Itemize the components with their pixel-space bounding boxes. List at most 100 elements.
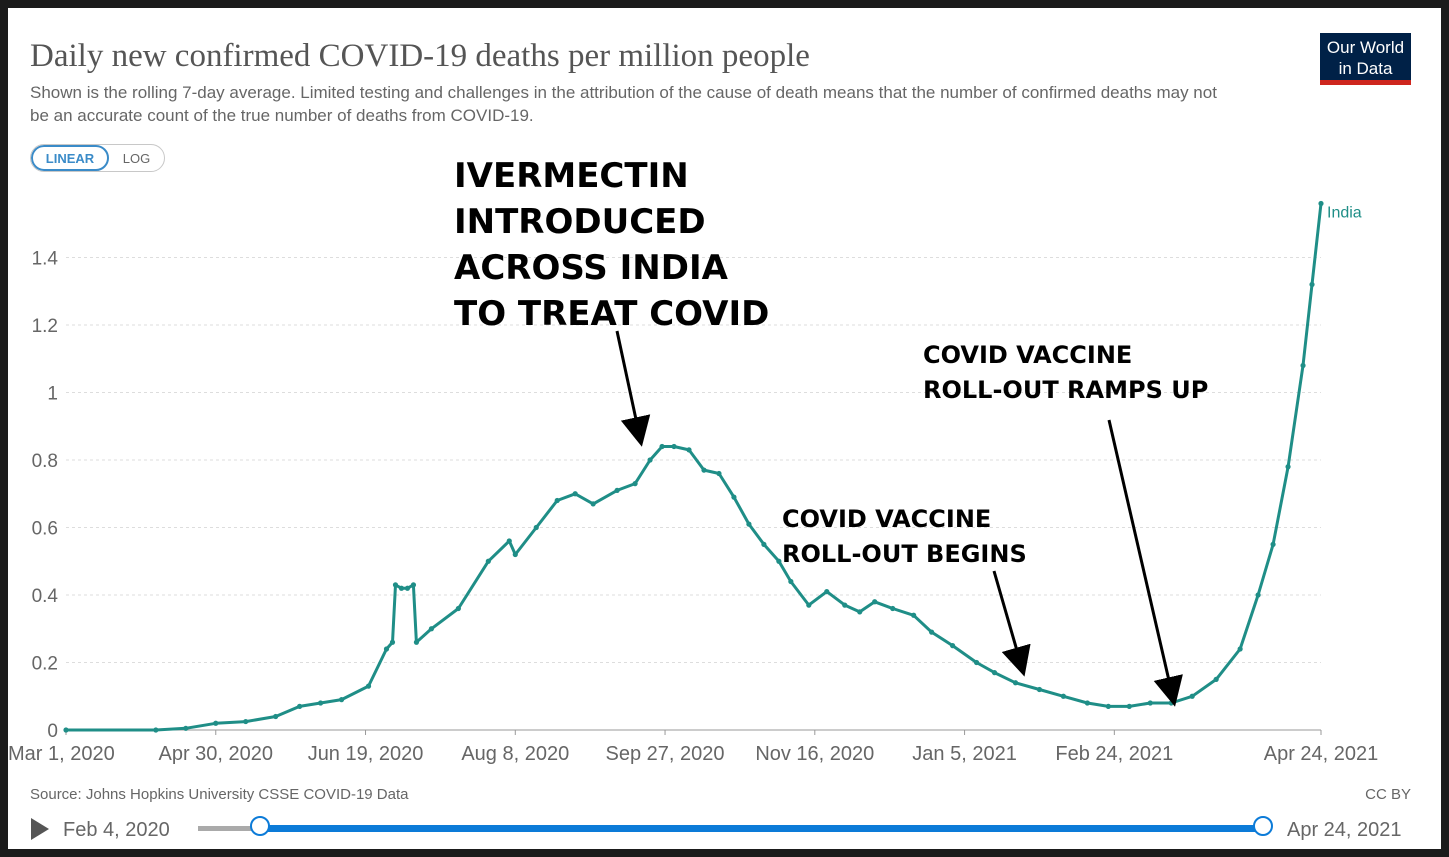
y-tick-label: 0: [47, 721, 58, 742]
data-point: [1318, 200, 1324, 207]
x-tick-label: Feb 24, 2021: [1055, 743, 1173, 765]
data-point: [632, 481, 638, 487]
data-point: [746, 521, 752, 527]
data-point: [857, 609, 863, 615]
data-point: [776, 558, 782, 564]
data-point: [911, 612, 917, 618]
data-point: [213, 720, 219, 726]
data-point: [890, 605, 896, 612]
x-tick-label: Aug 8, 2020: [461, 743, 569, 765]
rollout-begins-arrow: [992, 570, 1031, 677]
data-point: [686, 447, 692, 453]
data-point: [1147, 700, 1153, 706]
data-point: [413, 639, 420, 645]
data-point: [1084, 700, 1090, 706]
scale-toggle: LINEAR LOG: [30, 144, 165, 172]
data-point: [1060, 693, 1067, 699]
x-axis: Mar 1, 2020 Apr 30, 2020 Jun 19, 2020 Aug 8…: [8, 730, 1378, 765]
ivermectin-arrow: [615, 330, 651, 447]
logo-text: Our World in Data: [1326, 38, 1405, 78]
data-point: [365, 683, 372, 689]
data-point: [297, 703, 303, 709]
chart-subtitle: Shown is the rolling 7-day average. Limi…: [30, 83, 1217, 125]
data-point: [554, 497, 560, 504]
data-point: [485, 558, 491, 564]
data-point: [273, 713, 279, 720]
data-point: [991, 670, 998, 676]
data-point: [398, 585, 405, 591]
data-point: [1237, 646, 1243, 652]
data-point: [1213, 676, 1219, 682]
data-point: [506, 538, 512, 544]
data-point: [929, 629, 935, 635]
line-chart: 0 0.2 0.4 0.6 0.8 1 1.2 1.4 Mar 1, 2020 Apr 30, …: [8, 200, 1378, 765]
y-tick-label: 1: [47, 384, 58, 405]
x-tick-label: Jan 5, 2021: [912, 743, 1017, 765]
y-tick-label: 0.8: [32, 451, 58, 472]
series-india[interactable]: India: [63, 200, 1362, 733]
y-axis: 0 0.2 0.4 0.6 0.8 1 1.2 1.4: [32, 249, 59, 743]
data-point: [383, 646, 390, 652]
data-point: [973, 659, 980, 666]
data-point: [949, 643, 956, 649]
data-point: [1285, 464, 1291, 470]
rollout-ramps-annotation: COVID VACCINE ROLL-OUT RAMPS UP: [923, 341, 1209, 404]
data-point: [389, 639, 396, 645]
data-point: [659, 443, 665, 450]
y-tick-label: 0.6: [32, 519, 58, 540]
y-tick-label: 1.2: [32, 316, 58, 337]
data-point: [1309, 281, 1315, 288]
x-tick-label: Apr 24, 2021: [1264, 743, 1379, 765]
data-point: [243, 718, 249, 725]
timeline-start-handle[interactable]: [250, 816, 270, 836]
data-point: [1105, 703, 1111, 709]
data-point: [1168, 700, 1174, 706]
data-point: [731, 494, 737, 500]
chart-grid: [66, 257, 1321, 731]
data-point: [572, 491, 578, 497]
data-point: [1270, 541, 1276, 547]
series-label-india: India: [1327, 205, 1362, 222]
owid-logo[interactable]: Our World in Data: [1320, 33, 1411, 85]
play-icon[interactable]: [31, 818, 49, 840]
data-point: [614, 487, 620, 493]
data-point: [512, 551, 518, 558]
rollout-begins-annotation: COVID VACCINE ROLL-OUT BEGINS: [782, 505, 1027, 568]
x-tick-label: Apr 30, 2020: [158, 743, 273, 765]
data-point: [788, 578, 794, 585]
linear-scale-button[interactable]: LINEAR: [31, 145, 109, 171]
data-point: [701, 467, 707, 473]
data-point: [1189, 693, 1195, 699]
data-point: [338, 697, 345, 703]
data-point: [404, 585, 411, 591]
data-point: [1036, 686, 1043, 693]
data-point: [1126, 703, 1132, 709]
data-point: [317, 700, 324, 706]
data-point: [1012, 680, 1019, 686]
license-link[interactable]: CC BY: [1365, 786, 1411, 803]
data-point: [410, 582, 417, 588]
rollout-ramps-arrow: [1107, 419, 1183, 707]
x-tick-label: Mar 1, 2020: [8, 743, 115, 765]
x-tick-label: Nov 16, 2020: [755, 743, 874, 765]
data-point: [761, 541, 767, 547]
data-point: [153, 727, 159, 733]
x-tick-label: Jun 19, 2020: [308, 743, 424, 765]
timeline-end-handle[interactable]: [1253, 816, 1273, 836]
data-point: [183, 725, 189, 731]
data-point: [872, 599, 878, 605]
y-tick-label: 0.2: [32, 654, 58, 675]
data-point: [63, 727, 69, 733]
y-tick-label: 1.4: [32, 249, 59, 270]
y-tick-label: 0.4: [32, 586, 59, 607]
source-note: Source: Johns Hopkins University CSSE CO…: [30, 786, 409, 803]
data-point: [824, 589, 830, 595]
data-point: [590, 501, 596, 507]
data-point: [671, 443, 677, 450]
data-point: [1300, 362, 1306, 369]
ivermectin-annotation: IVERMECTIN INTRODUCED ACROSS INDIA TO TR…: [454, 156, 770, 334]
log-scale-button[interactable]: LOG: [122, 150, 151, 166]
data-point: [455, 605, 461, 612]
x-tick-label: Sep 27, 2020: [606, 743, 725, 765]
data-point: [1255, 592, 1261, 598]
